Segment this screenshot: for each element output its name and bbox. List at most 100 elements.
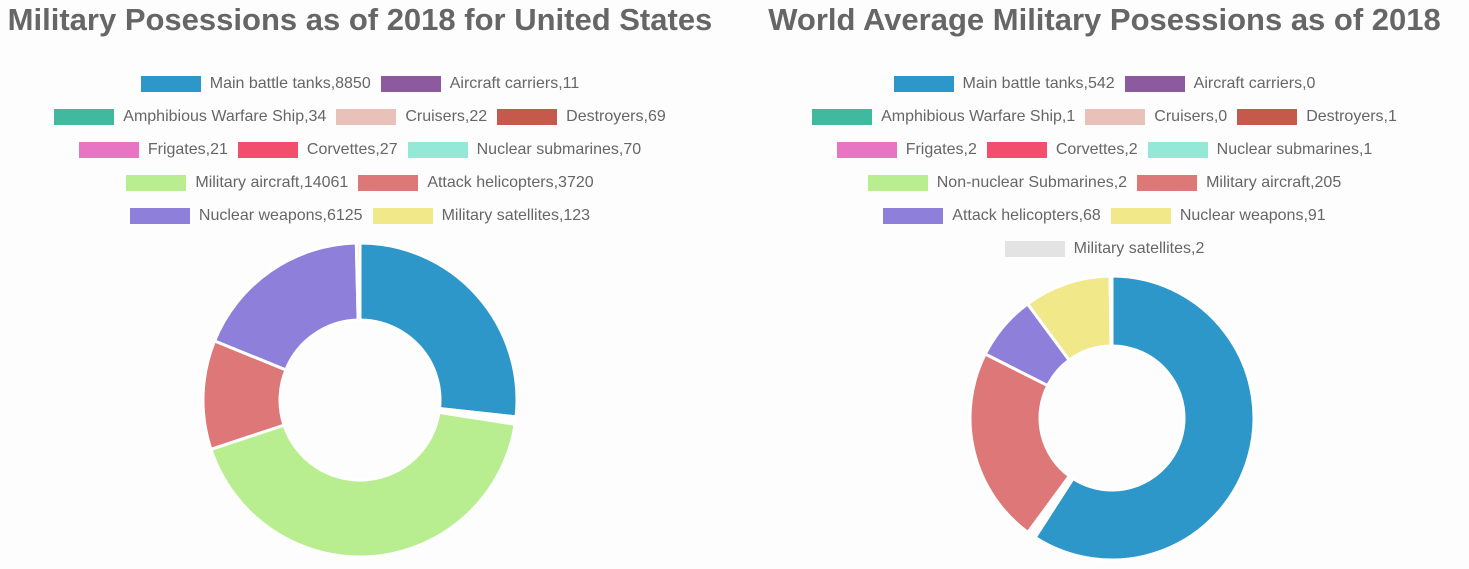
legend-label: Aircraft carriers,11 bbox=[449, 74, 580, 92]
legend-swatch bbox=[407, 141, 468, 158]
donut-slice-main-battle-tanks[interactable] bbox=[358, 241, 519, 419]
legend-row: Attack helicopters,68 Nuclear weapons,91 bbox=[878, 199, 1330, 232]
legend-swatch bbox=[1004, 240, 1065, 257]
legend-label: Frigates,2 bbox=[905, 140, 977, 158]
legend-row: Nuclear weapons,6125 Military satellites,… bbox=[125, 199, 595, 232]
legend-item[interactable]: Military satellites,2 bbox=[1004, 239, 1205, 258]
legend-label: Corvettes,27 bbox=[306, 140, 398, 158]
legend-swatch bbox=[1237, 108, 1298, 125]
legend-item[interactable]: Main battle tanks,542 bbox=[893, 74, 1115, 93]
chart-title: Military Posessions as of 2018 for Unite… bbox=[7, 2, 713, 37]
legend-swatch bbox=[1124, 75, 1185, 92]
legend-item[interactable]: Attack helicopters,3720 bbox=[358, 173, 594, 192]
legend-label: Nuclear weapons,6125 bbox=[198, 206, 363, 224]
legend-swatch bbox=[497, 108, 558, 125]
donut-slice-military-satellites[interactable] bbox=[1108, 274, 1114, 348]
legend-label: Military aircraft,14061 bbox=[195, 173, 349, 191]
legend-label: Nuclear submarines,70 bbox=[476, 140, 642, 158]
legend-swatch bbox=[1085, 108, 1146, 125]
legend-row: Amphibious Warfare Ship,1 Cruisers,0 Destr… bbox=[807, 100, 1402, 133]
legend-label: Military satellites,123 bbox=[441, 206, 591, 224]
legend-swatch bbox=[1147, 141, 1208, 158]
legend-swatch bbox=[867, 174, 928, 191]
legend-swatch bbox=[126, 174, 187, 191]
legend-label: Nuclear weapons,91 bbox=[1179, 206, 1326, 224]
legend-label: Attack helicopters,3720 bbox=[427, 173, 594, 191]
legend-swatch bbox=[54, 108, 115, 125]
legend-item[interactable]: Nuclear weapons,91 bbox=[1110, 206, 1326, 225]
legend-item[interactable]: Cruisers,22 bbox=[336, 108, 487, 126]
donut-chart bbox=[201, 241, 519, 559]
legend-label: Attack helicopters,68 bbox=[952, 206, 1101, 224]
legend-item[interactable]: Nuclear submarines,70 bbox=[407, 140, 642, 159]
legend-item[interactable]: Attack helicopters,68 bbox=[883, 207, 1101, 225]
legend-item[interactable]: Nuclear submarines,1 bbox=[1147, 140, 1373, 159]
legend-item[interactable]: Aircraft carriers,0 bbox=[1124, 74, 1316, 93]
legend-item[interactable]: Main battle tanks,8850 bbox=[140, 74, 371, 93]
legend-swatch bbox=[336, 108, 397, 125]
chart-title: World Average Military Posessions as of … bbox=[768, 2, 1441, 37]
chart-panel-united-states: Military Posessions as of 2018 for Unite… bbox=[0, 0, 720, 569]
legend-label: Corvettes,2 bbox=[1055, 140, 1138, 158]
legend-swatch bbox=[140, 75, 201, 92]
legend-item[interactable]: Aircraft carriers,11 bbox=[380, 74, 580, 93]
legend-item[interactable]: Frigates,21 bbox=[78, 140, 228, 159]
legend-item[interactable]: Nuclear weapons,6125 bbox=[129, 206, 363, 225]
legend-item[interactable]: Corvettes,27 bbox=[237, 140, 398, 159]
legend-label: Destroyers,69 bbox=[566, 107, 666, 125]
legend-item[interactable]: Non-nuclear Submarines,2 bbox=[867, 173, 1128, 192]
chart-legend: Main battle tanks,8850 Aircraft carriers,… bbox=[0, 67, 720, 232]
legend-swatch bbox=[836, 141, 897, 158]
legend-row: Military aircraft,14061 Attack helicopter… bbox=[121, 166, 598, 199]
legend-row: Amphibious Warfare Ship,34 Cruisers,22 Des… bbox=[49, 100, 670, 133]
chart-legend: Main battle tanks,542 Aircraft carriers,0… bbox=[740, 67, 1469, 265]
donut-chart bbox=[968, 274, 1256, 562]
legend-swatch bbox=[1137, 174, 1198, 191]
legend-swatch bbox=[893, 75, 954, 92]
legend-swatch bbox=[358, 174, 419, 191]
legend-row: Military satellites,2 bbox=[1000, 232, 1210, 265]
legend-label: Military aircraft,205 bbox=[1206, 173, 1342, 191]
legend-row: Main battle tanks,542 Aircraft carriers,0 bbox=[889, 67, 1321, 100]
legend-label: Amphibious Warfare Ship,1 bbox=[881, 107, 1076, 125]
donut-slice-military-satellites[interactable] bbox=[354, 241, 362, 322]
donut-slice-main-battle-tanks[interactable] bbox=[1033, 274, 1256, 562]
legend-item[interactable]: Military aircraft,205 bbox=[1137, 174, 1341, 192]
legend-label: Main battle tanks,8850 bbox=[209, 74, 371, 92]
legend-row: Non-nuclear Submarines,2 Military aircraf… bbox=[863, 166, 1346, 199]
legend-label: Amphibious Warfare Ship,34 bbox=[123, 107, 327, 125]
legend-label: Cruisers,0 bbox=[1154, 107, 1228, 125]
legend-item[interactable]: Military satellites,123 bbox=[372, 206, 591, 225]
legend-item[interactable]: Destroyers,69 bbox=[497, 108, 666, 126]
legend-swatch bbox=[812, 108, 873, 125]
legend-label: Destroyers,1 bbox=[1306, 107, 1397, 125]
legend-row: Main battle tanks,8850 Aircraft carriers,… bbox=[136, 67, 585, 100]
legend-item[interactable]: Frigates,2 bbox=[836, 140, 977, 159]
legend-item[interactable]: Corvettes,2 bbox=[986, 140, 1138, 159]
legend-swatch bbox=[1110, 207, 1171, 224]
legend-label: Military satellites,2 bbox=[1073, 239, 1205, 257]
donut-slice-nuclear-weapons[interactable] bbox=[212, 241, 360, 372]
legend-label: Frigates,21 bbox=[147, 140, 228, 158]
legend-item[interactable]: Amphibious Warfare Ship,34 bbox=[54, 108, 326, 126]
legend-label: Non-nuclear Submarines,2 bbox=[936, 173, 1128, 191]
legend-swatch bbox=[986, 141, 1047, 158]
legend-item[interactable]: Military aircraft,14061 bbox=[126, 174, 348, 192]
legend-label: Cruisers,22 bbox=[405, 107, 488, 125]
legend-swatch bbox=[129, 207, 190, 224]
legend-swatch bbox=[883, 207, 944, 224]
legend-row: Frigates,21 Corvettes,27 Nuclear submarine… bbox=[74, 133, 646, 166]
legend-swatch bbox=[78, 141, 139, 158]
legend-swatch bbox=[237, 141, 298, 158]
legend-row: Frigates,2 Corvettes,2 Nuclear submarines,… bbox=[832, 133, 1378, 166]
legend-item[interactable]: Destroyers,1 bbox=[1237, 108, 1397, 126]
donut-slice-military-aircraft[interactable] bbox=[968, 351, 1072, 535]
legend-label: Aircraft carriers,0 bbox=[1193, 74, 1316, 92]
legend-swatch bbox=[380, 75, 441, 92]
legend-label: Main battle tanks,542 bbox=[962, 74, 1115, 92]
legend-swatch bbox=[372, 207, 433, 224]
legend-item[interactable]: Cruisers,0 bbox=[1085, 108, 1227, 126]
donut-slice-military-aircraft[interactable] bbox=[209, 410, 517, 559]
legend-item[interactable]: Amphibious Warfare Ship,1 bbox=[812, 108, 1075, 126]
legend-label: Nuclear submarines,1 bbox=[1216, 140, 1373, 158]
